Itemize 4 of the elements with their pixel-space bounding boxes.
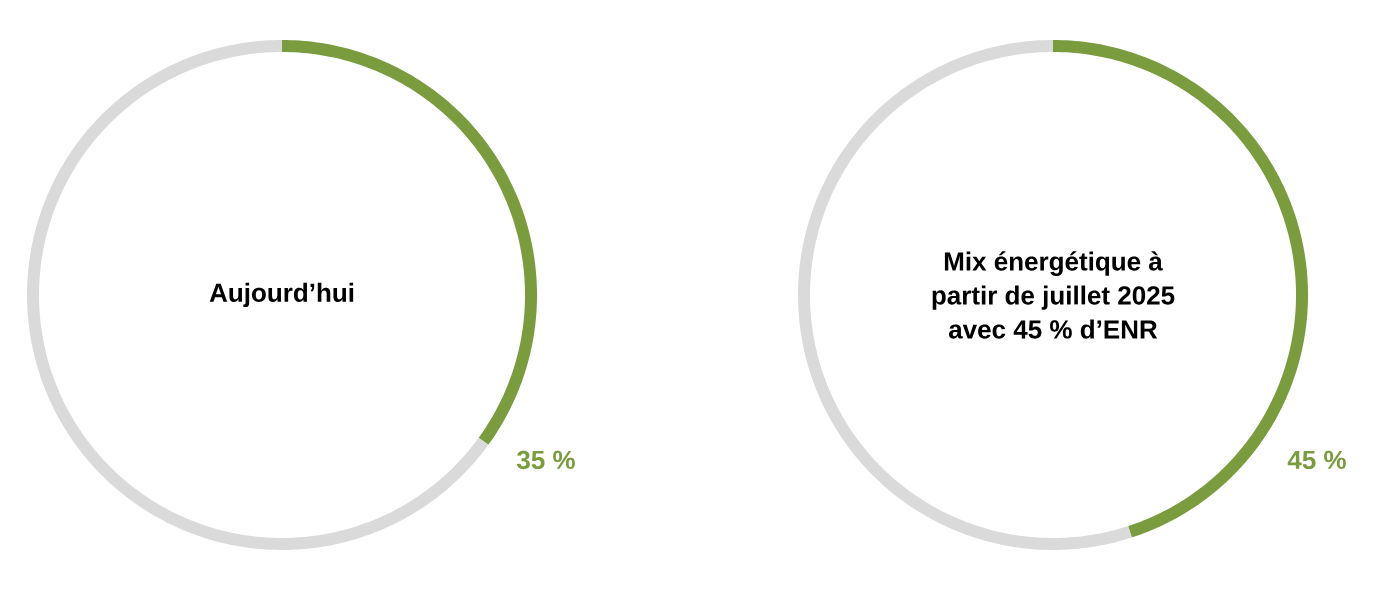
data-label: 45 %: [1287, 450, 1346, 470]
data-label: 35 %: [516, 450, 575, 470]
text: Mix énergétique à partir de juillet 2025 avec 45 % d’ENR: [932, 251, 1175, 339]
text: Aujourd’hui: [209, 282, 354, 308]
